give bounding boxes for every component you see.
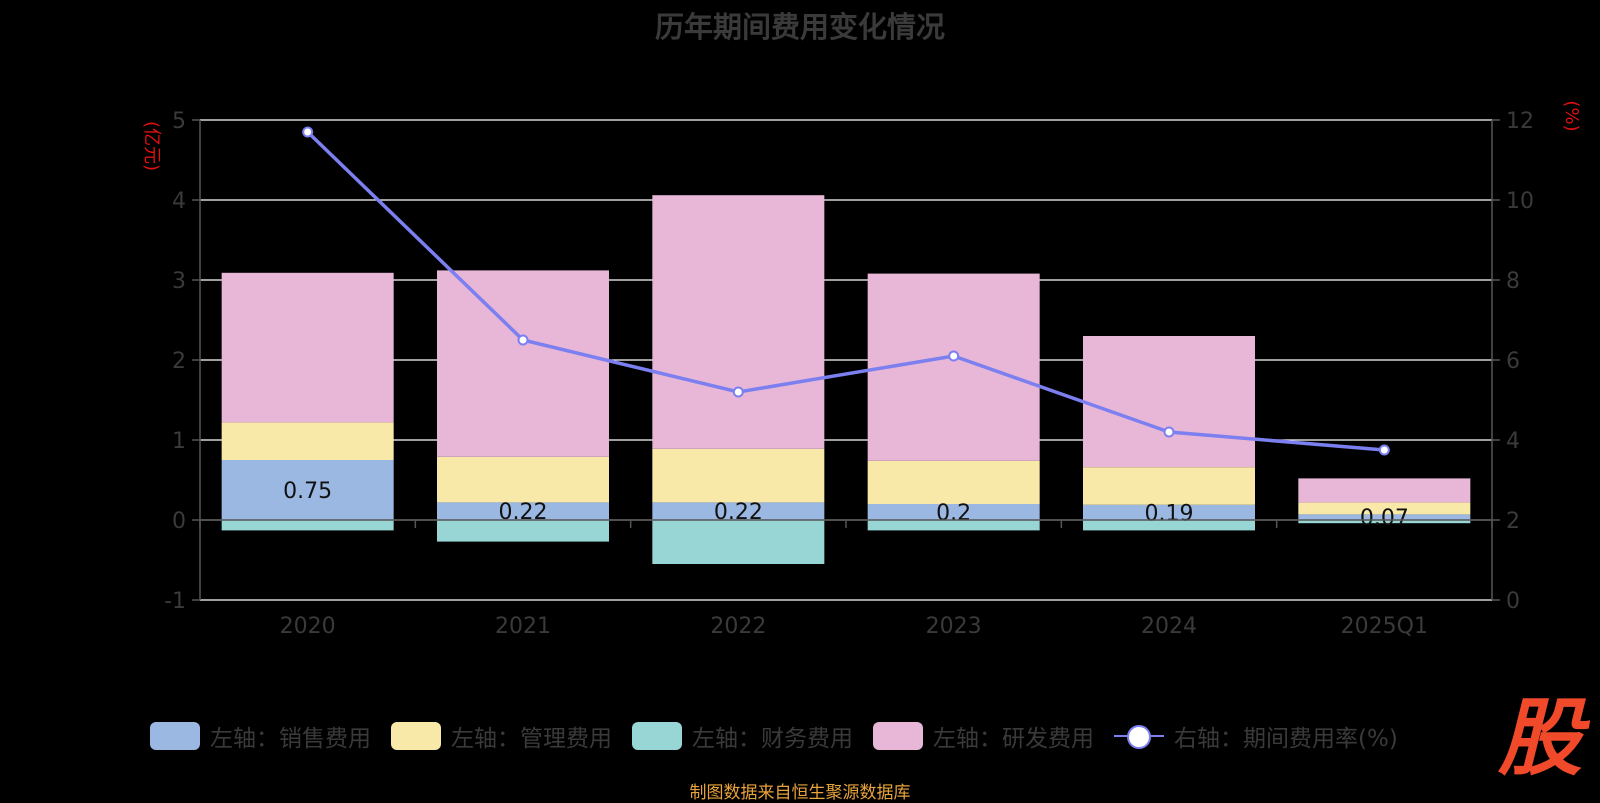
legend-swatch-sales [150, 722, 200, 750]
chart-title: 历年期间费用变化情况 [654, 10, 945, 44]
legend-item-finance[interactable]: 左轴：财务费用 [632, 719, 853, 753]
rate-point[interactable] [948, 350, 960, 362]
legend-swatch-finance [632, 722, 682, 750]
bar-admin[interactable] [867, 460, 1040, 504]
rate-point[interactable] [517, 334, 529, 346]
category-label: 2024 [1141, 614, 1197, 639]
right-tick-label: 2 [1506, 509, 1520, 534]
left-tick-label: 1 [172, 429, 186, 454]
legend-label-rate: 右轴：期间费用率(%) [1174, 726, 1398, 752]
bar-labels: 0.75 0.22 0.22 0.2 0.19 0.07 [283, 479, 1409, 531]
bar-admin[interactable] [652, 448, 825, 503]
category-label: 2025Q1 [1341, 614, 1428, 639]
bar-finance[interactable] [437, 520, 609, 542]
bar-sales[interactable] [1298, 514, 1471, 520]
category-label: 2020 [280, 614, 336, 639]
bar-value-label: 0.19 [1145, 501, 1194, 526]
data-source-note: 制图数据来自恒生聚源数据库 [689, 783, 911, 803]
bar-admin[interactable] [1083, 467, 1255, 505]
right-tick-label: 0 [1506, 589, 1520, 614]
legend: 左轴：销售费用 左轴：管理费用 左轴：财务费用 左轴：研发费用 右轴：期间费用率… [150, 716, 1418, 756]
bar-finance[interactable] [652, 520, 825, 564]
left-tick-label: 4 [172, 189, 186, 214]
category-label: 2022 [710, 614, 766, 639]
bar-finance[interactable] [1083, 520, 1255, 531]
bar-rd[interactable] [1083, 336, 1255, 468]
right-tick-label: 6 [1506, 349, 1520, 374]
bar-rd[interactable] [221, 272, 394, 423]
left-tick-label: 0 [172, 509, 186, 534]
right-tick-label: 12 [1506, 109, 1534, 134]
legend-label-sales: 左轴：销售费用 [210, 726, 371, 752]
left-tick-label: 3 [172, 269, 186, 294]
bar-admin[interactable] [437, 456, 609, 503]
legend-item-admin[interactable]: 左轴：管理费用 [391, 719, 612, 753]
left-tick-label: -1 [164, 589, 186, 614]
legend-item-sales[interactable]: 左轴：销售费用 [150, 719, 371, 753]
rate-point[interactable] [1378, 444, 1390, 456]
right-tick-label: 8 [1506, 269, 1520, 294]
bar-sales[interactable] [867, 504, 1040, 520]
rate-point[interactable] [302, 126, 314, 138]
legend-swatch-admin [391, 722, 441, 750]
bar-value-label: 0.22 [499, 500, 548, 525]
bar-sales[interactable] [437, 502, 609, 520]
bar-finance[interactable] [1298, 520, 1471, 524]
category-label: 2021 [495, 614, 551, 639]
legend-item-rd[interactable]: 左轴：研发费用 [873, 719, 1094, 753]
bar-finance[interactable] [867, 520, 1040, 531]
rate-point[interactable] [732, 386, 744, 398]
brand-logo: 股 [1497, 689, 1582, 787]
bar-sales[interactable] [1083, 504, 1255, 520]
rate-line-path [306, 130, 1385, 452]
bar-rd[interactable] [652, 195, 825, 449]
bar-rd[interactable] [1298, 478, 1471, 503]
bar-value-label: 0.07 [1360, 506, 1409, 531]
rate-line [302, 126, 1390, 456]
legend-item-rate[interactable]: 右轴：期间费用率(%) [1114, 719, 1398, 753]
rate-point[interactable] [1163, 426, 1175, 438]
bar-rd[interactable] [437, 270, 609, 457]
bar-sales[interactable] [652, 502, 825, 520]
right-tick-label: 10 [1506, 189, 1534, 214]
bar-admin[interactable] [221, 422, 394, 460]
left-tick-label: 5 [172, 109, 186, 134]
right-tick-label: 4 [1506, 429, 1520, 454]
legend-label-admin: 左轴：管理费用 [451, 726, 612, 752]
bars [221, 195, 1471, 564]
bar-value-label: 0.2 [936, 501, 971, 526]
legend-swatch-rd [873, 722, 923, 750]
bar-finance[interactable] [221, 520, 394, 531]
bar-admin[interactable] [1298, 502, 1471, 515]
bar-sales[interactable] [221, 460, 394, 520]
left-axis-unit: (亿元) [141, 121, 162, 171]
bar-value-label: 0.22 [714, 500, 763, 525]
left-tick-label: 2 [172, 349, 186, 374]
category-label: 2023 [926, 614, 982, 639]
legend-swatch-rate [1114, 722, 1164, 750]
right-axis-unit: (%) [1561, 100, 1582, 131]
legend-label-finance: 左轴：财务费用 [692, 726, 853, 752]
legend-label-rd: 左轴：研发费用 [933, 726, 1094, 752]
bar-value-label: 0.75 [283, 479, 332, 504]
